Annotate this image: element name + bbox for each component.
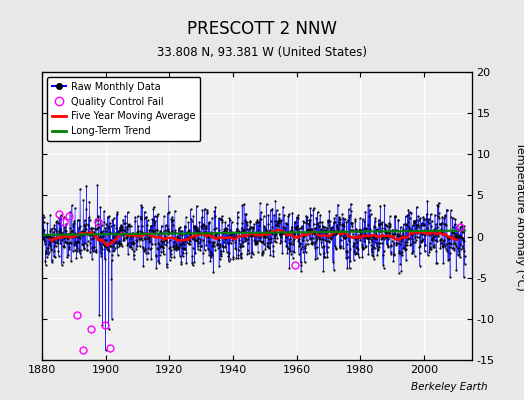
- Text: 33.808 N, 93.381 W (United States): 33.808 N, 93.381 W (United States): [157, 46, 367, 59]
- Text: PRESCOTT 2 NNW: PRESCOTT 2 NNW: [187, 20, 337, 38]
- Legend: Raw Monthly Data, Quality Control Fail, Five Year Moving Average, Long-Term Tren: Raw Monthly Data, Quality Control Fail, …: [47, 77, 201, 141]
- Y-axis label: Temperature Anomaly (°C): Temperature Anomaly (°C): [515, 142, 524, 290]
- Text: Berkeley Earth: Berkeley Earth: [411, 382, 487, 392]
